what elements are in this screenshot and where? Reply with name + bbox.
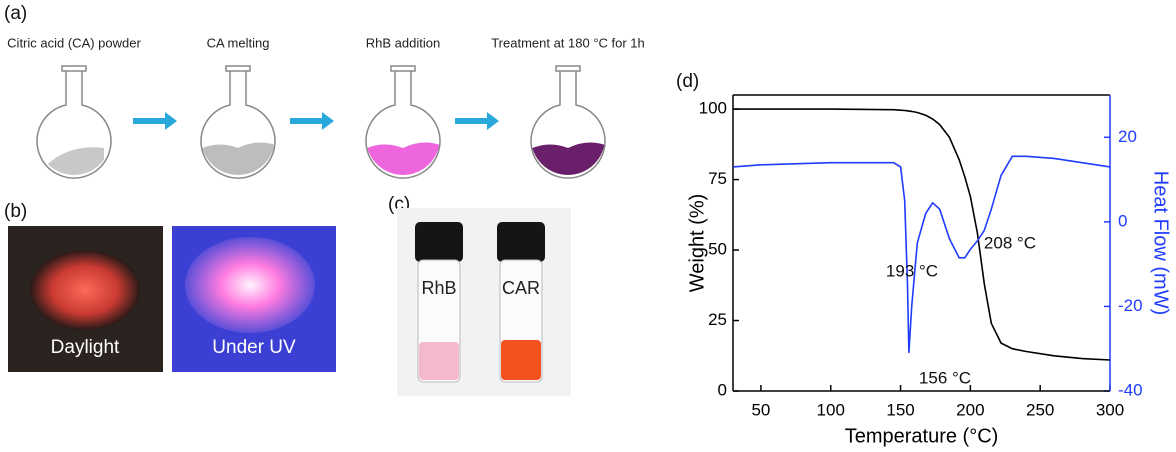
- step-label: RhB addition: [366, 35, 440, 50]
- arrows: [133, 112, 499, 130]
- photo-sample: [30, 250, 140, 330]
- flask: [530, 65, 606, 179]
- photo-sample: [185, 237, 315, 333]
- photo-caption: Under UV: [212, 337, 296, 358]
- y2-tick-label: -20: [1118, 296, 1143, 315]
- vial-cap: [415, 222, 463, 262]
- series-line: [732, 155, 1111, 353]
- flask: [200, 65, 276, 179]
- panel-label: (d): [676, 71, 699, 92]
- y-tick-label: 25: [708, 310, 727, 329]
- y2-tick-label: 20: [1118, 127, 1137, 146]
- flask: [365, 65, 441, 179]
- annotation: 208 °C: [984, 233, 1036, 252]
- vial-liquid: [419, 342, 459, 380]
- step-label: Treatment at 180 °C for 1h: [491, 35, 645, 50]
- photo-caption: Daylight: [51, 337, 120, 358]
- x-tick-label: 300: [1096, 400, 1124, 419]
- y2-tick-label: -40: [1118, 380, 1143, 399]
- x-tick-label: 50: [751, 400, 770, 419]
- flask: [36, 65, 112, 179]
- y-tick-label: 75: [708, 169, 727, 188]
- x-tick-label: 250: [1026, 400, 1054, 419]
- y2-axis-label: Heat Flow (mW): [1150, 171, 1172, 315]
- x-tick-label: 100: [817, 400, 845, 419]
- chart: (d) 50 100 150 200 250 300 0 25 50 75 100 -40 -20 0 20 T…: [676, 71, 1172, 447]
- y-tick-label: 50: [708, 240, 727, 259]
- y2-tick-label: 0: [1118, 211, 1127, 230]
- step-label: Citric acid (CA) powder: [7, 35, 141, 50]
- series-line: [733, 108, 1111, 361]
- annotation: 193 °C: [886, 261, 938, 280]
- step-label: CA melting: [207, 35, 270, 50]
- vial-cap: [497, 222, 545, 262]
- annotation: 156 °C: [919, 368, 971, 387]
- x-tick-label: 150: [886, 400, 914, 419]
- vial-liquid: [501, 340, 541, 380]
- y-tick-label: 100: [699, 99, 727, 118]
- vial-label: CAR: [502, 278, 540, 298]
- y-axis-label: Weight (%): [686, 194, 708, 293]
- x-axis-label: Temperature (°C): [845, 425, 999, 447]
- panel-label: (b): [4, 201, 27, 222]
- panel-label: (a): [4, 3, 27, 24]
- x-tick-label: 200: [956, 400, 984, 419]
- vial-label: RhB: [421, 278, 456, 298]
- y-tick-label: 0: [718, 380, 727, 399]
